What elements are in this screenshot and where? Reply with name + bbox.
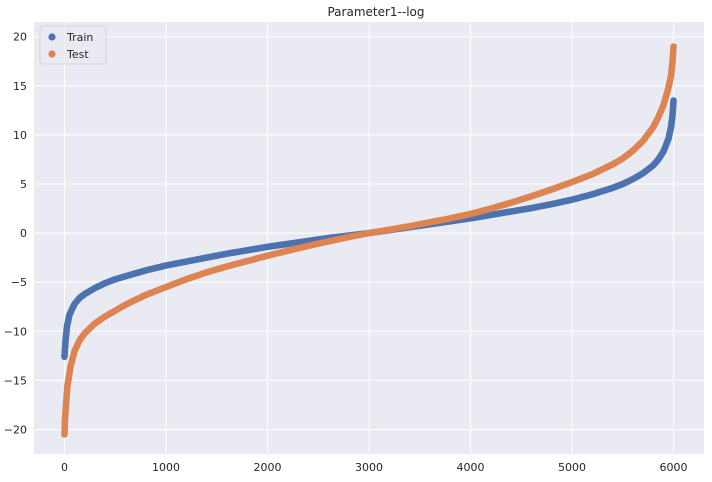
x-tick-label: 5000 — [558, 461, 586, 474]
legend-box — [39, 25, 107, 65]
y-tick-labels: −20 −15 −10 −5 0 5 10 15 20 — [4, 31, 27, 437]
x-tick-label: 1000 — [152, 461, 180, 474]
chart-title: Parameter1--log — [327, 5, 424, 19]
x-tick-label: 0 — [61, 461, 68, 474]
y-tick-label: 5 — [20, 178, 27, 191]
legend-marker — [48, 33, 56, 41]
y-tick-label: 0 — [20, 227, 27, 240]
y-tick-label: −10 — [4, 325, 27, 338]
y-tick-label: −20 — [4, 423, 27, 436]
legend-label: Test — [66, 48, 89, 61]
y-tick-label: −5 — [11, 276, 27, 289]
y-tick-label: 15 — [13, 80, 27, 93]
legend: Train Test — [39, 25, 107, 65]
data-points — [61, 43, 677, 438]
grid-lines — [34, 22, 704, 454]
legend-label: Train — [66, 31, 93, 44]
x-tick-label: 2000 — [253, 461, 281, 474]
data-point — [670, 97, 677, 104]
data-point — [670, 43, 677, 50]
series-test — [61, 43, 677, 438]
legend-marker — [48, 50, 56, 58]
x-tick-label: 6000 — [660, 461, 688, 474]
y-tick-label: 20 — [13, 31, 27, 44]
x-tick-label: 3000 — [355, 461, 383, 474]
y-tick-label: −15 — [4, 374, 27, 387]
y-tick-label: 10 — [13, 129, 27, 142]
x-tick-labels: 0 1000 2000 3000 4000 5000 6000 — [61, 461, 688, 474]
x-tick-label: 4000 — [457, 461, 485, 474]
